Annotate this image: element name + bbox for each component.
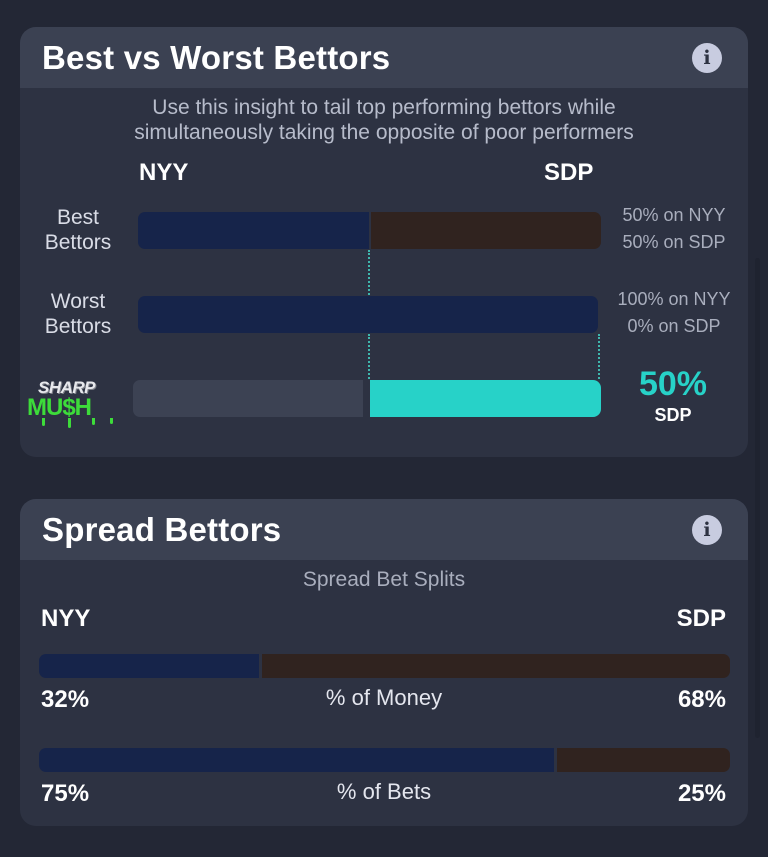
side-line: 0% on SDP [627, 316, 721, 336]
label-line: Bettors [44, 231, 112, 254]
side-line: 100% on NYY [617, 289, 731, 309]
drip-shape [68, 418, 71, 428]
subtitle-line-1: Use this insight to tail top performing … [152, 96, 616, 119]
best-nyy-segment [138, 212, 369, 249]
sharp-mush-bar [133, 380, 601, 417]
best-sdp-segment [371, 212, 601, 249]
card-header: Best vs Worst Bettors i [20, 27, 748, 88]
sharp-nyy-segment [133, 380, 363, 417]
dotted-guide [598, 334, 600, 379]
drip-shape [92, 418, 95, 425]
sharp-mush-logo: SHARP MU$H [26, 378, 126, 428]
bets-right-value: 25% [677, 780, 726, 807]
info-icon[interactable]: i [692, 515, 722, 545]
money-left-value: 32% [41, 686, 90, 713]
money-nyy-segment [39, 654, 259, 678]
team-left-label: NYY [139, 159, 189, 186]
label-line: Bettors [44, 315, 112, 338]
bets-nyy-segment [39, 748, 554, 772]
worst-bettors-side: 100% on NYY 0% on SDP [604, 286, 744, 340]
team-left-label: NYY [41, 605, 91, 632]
spread-bettors-card: Spread Bettors i Spread Bet Splits NYY S… [20, 499, 748, 826]
bets-label: % of Bets [336, 779, 432, 804]
logo-sharp-text: SHARP [38, 378, 96, 397]
drip-shape [42, 418, 45, 426]
scrollbar[interactable] [755, 258, 760, 738]
side-line: 50% on NYY [622, 205, 726, 225]
subtitle-line-2: simultaneously taking the opposite of po… [134, 121, 634, 144]
card-title: Spread Bettors [42, 511, 282, 548]
money-label: % of Money [325, 685, 443, 710]
label-line: Worst [50, 290, 106, 313]
best-bettors-side: 50% on NYY 50% on SDP [604, 202, 744, 256]
info-icon[interactable]: i [692, 43, 722, 73]
best-bettors-bar [138, 212, 601, 249]
label-line: Best [56, 206, 100, 229]
bets-left-value: 75% [41, 780, 90, 807]
side-line: 50% on SDP [622, 232, 726, 252]
bets-sdp-segment [557, 748, 730, 772]
dotted-guide [368, 250, 370, 295]
sharp-team: SDP [654, 405, 692, 425]
best-bettors-label: Best Bettors [28, 205, 128, 255]
card-subtitle: Use this insight to tail top performing … [20, 95, 748, 145]
worst-bettors-bar [138, 296, 598, 333]
sharp-sdp-segment [370, 380, 601, 417]
team-right-label: SDP [676, 605, 726, 632]
money-right-value: 68% [677, 686, 726, 713]
team-right-label: SDP [544, 159, 594, 186]
money-sdp-segment [262, 654, 730, 678]
worst-nyy-segment [138, 296, 598, 333]
card-header: Spread Bettors i [20, 499, 748, 560]
worst-bettors-label: Worst Bettors [28, 289, 128, 339]
card-title: Best vs Worst Bettors [42, 39, 391, 76]
dotted-guide [368, 334, 370, 379]
sharp-pct: 50% [638, 365, 708, 403]
best-vs-worst-card: Best vs Worst Bettors i Use this insight… [20, 27, 748, 457]
money-split-bar [39, 654, 730, 678]
drip-shape [110, 418, 113, 424]
logo-mush-text: MU$H [27, 394, 92, 421]
bets-split-bar [39, 748, 730, 772]
section-label: Spread Bet Splits [302, 568, 466, 591]
